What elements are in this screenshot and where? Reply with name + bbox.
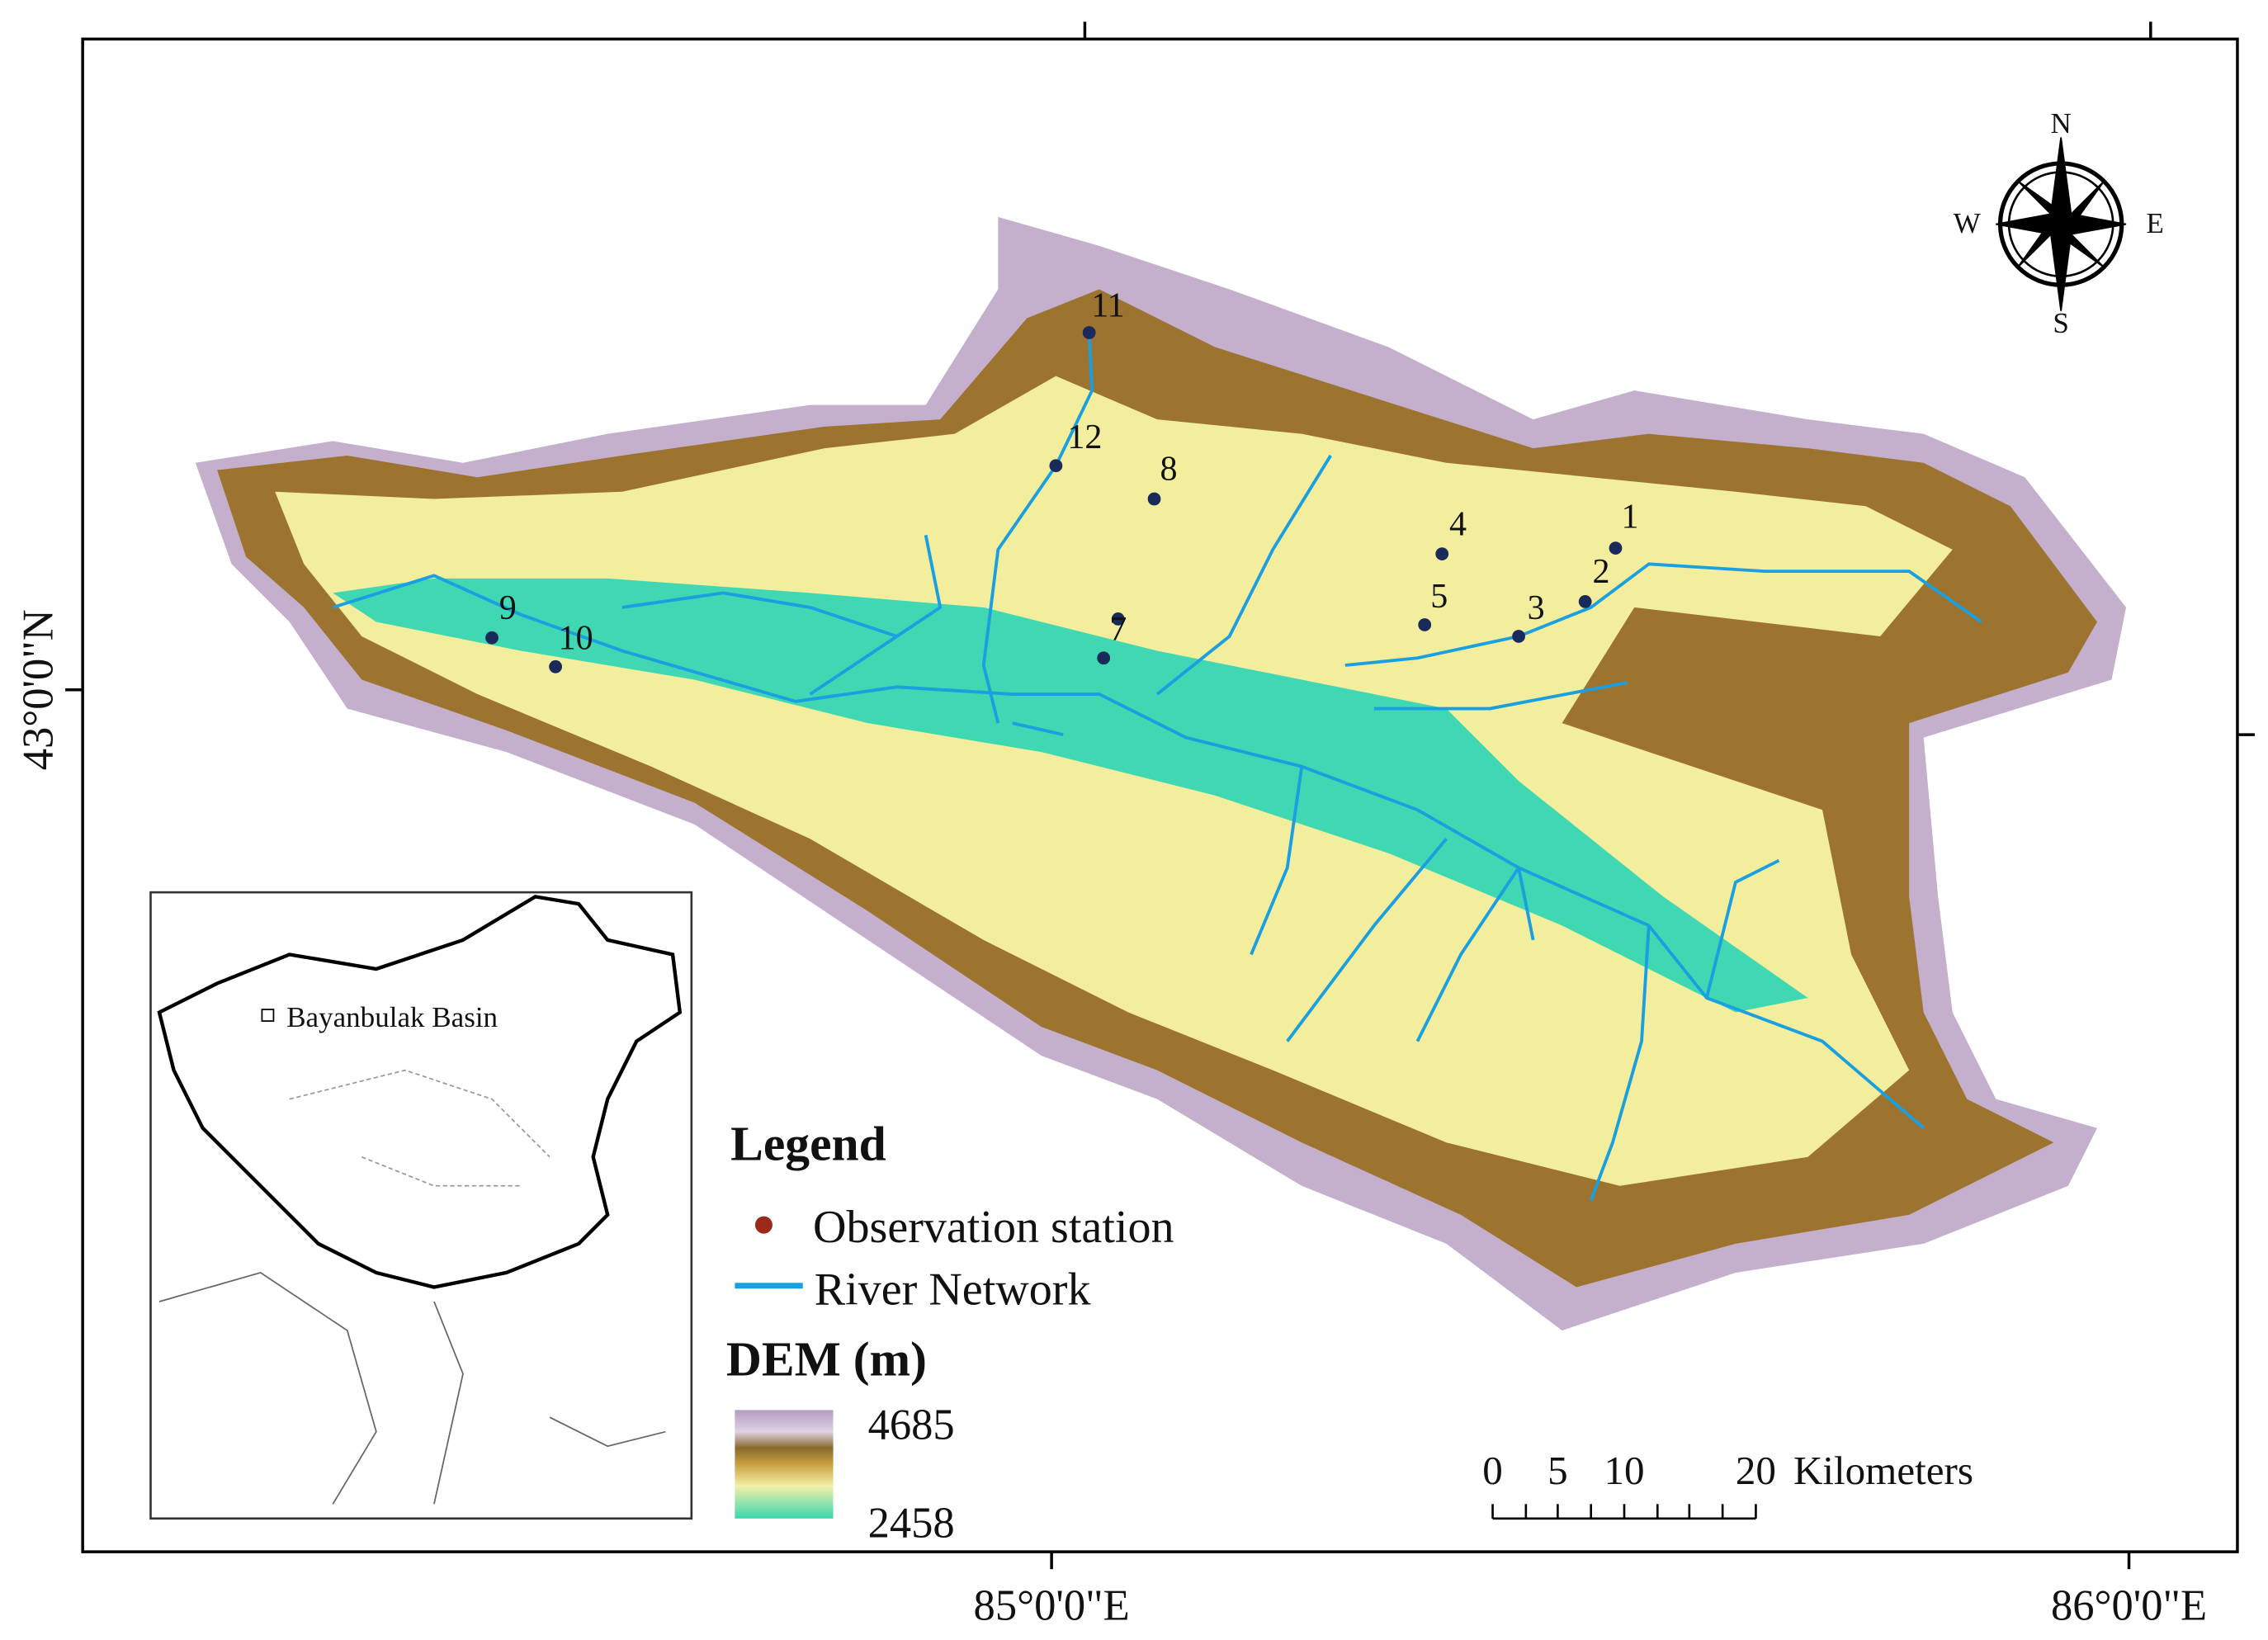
- legend-station: Observation station: [813, 1202, 1174, 1253]
- compass: [1996, 137, 2127, 311]
- dem-max: 4685: [868, 1401, 955, 1449]
- dem-min: 2458: [868, 1500, 955, 1548]
- graticule-ticks: [65, 21, 2255, 1570]
- station-label: 8: [1160, 451, 1178, 489]
- station-dot: [1435, 547, 1449, 560]
- station-dot: [1147, 492, 1161, 506]
- lon-label: 86°0'0"E: [2051, 1581, 2207, 1629]
- legend-river: River Network: [815, 1264, 1092, 1315]
- station-dot: [1609, 541, 1623, 555]
- station-dot: [1049, 459, 1063, 473]
- station-dot: [1082, 326, 1096, 339]
- station-dot: [1418, 618, 1432, 631]
- lon-label: 85°0'0"E: [974, 1581, 1130, 1629]
- station-label: 1: [1621, 499, 1638, 536]
- compass-w: W: [1954, 207, 1981, 239]
- basin: [195, 216, 2127, 1331]
- scale-unit: Kilometers: [1793, 1448, 1973, 1493]
- scale-label: 0: [1482, 1448, 1503, 1493]
- dem-colorbar: [735, 1410, 834, 1519]
- scale-label: 5: [1547, 1448, 1568, 1493]
- station-label: 10: [559, 620, 593, 658]
- legend-title: Legend: [730, 1116, 886, 1170]
- station-label: 12: [1067, 418, 1102, 456]
- compass-e: E: [2146, 207, 2163, 239]
- inset-label: Bayanbulak Basin: [286, 1001, 498, 1033]
- station-label: 2: [1592, 553, 1609, 591]
- compass-n: N: [2051, 107, 2072, 139]
- scale-label: 10: [1604, 1448, 1644, 1493]
- station-dot: [1111, 612, 1125, 626]
- station-dot: [1512, 630, 1525, 643]
- station-dot: [549, 659, 563, 673]
- lat-label: 43°0'0"N: [14, 609, 62, 770]
- station-label: 7: [1109, 611, 1127, 649]
- legend-station-symbol: [754, 1216, 773, 1234]
- rivers: [332, 332, 1982, 1202]
- compass-s: S: [2053, 307, 2068, 339]
- scale-bar: [1491, 1504, 1757, 1520]
- station-dot: [1578, 595, 1592, 608]
- inset-map: [149, 891, 693, 1520]
- station-label: 5: [1430, 578, 1448, 616]
- legend-dem-title: DEM (m): [726, 1331, 927, 1386]
- station-label: 3: [1528, 589, 1545, 627]
- station-dot: [1097, 651, 1111, 665]
- station-label: 11: [1091, 287, 1125, 325]
- station-label: 9: [499, 589, 517, 627]
- station-label: 4: [1449, 505, 1467, 543]
- scale-label: 20: [1736, 1448, 1776, 1493]
- station-dot: [485, 631, 498, 645]
